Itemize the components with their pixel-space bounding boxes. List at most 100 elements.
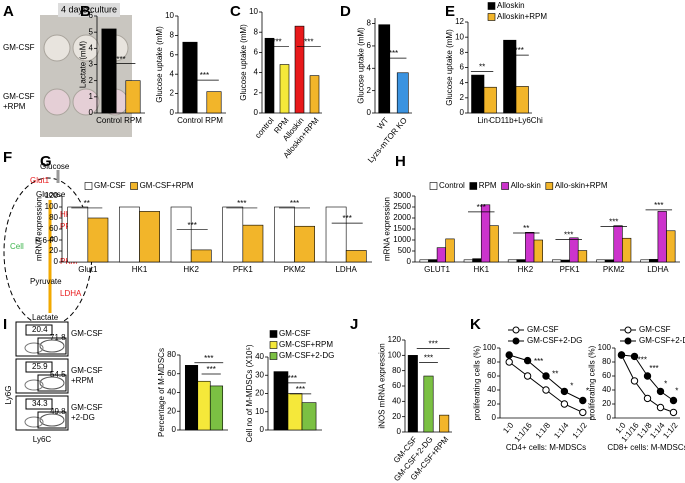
- legend-label: GM-CSF+2-DG: [279, 351, 334, 360]
- marker: [656, 403, 665, 412]
- bar: [209, 385, 224, 431]
- y-tick-label: 10: [165, 11, 174, 20]
- legend-label: GM-CSF: [639, 325, 671, 334]
- marker: [669, 408, 678, 417]
- y-tick-label: 4: [89, 43, 94, 52]
- bar: [472, 258, 482, 263]
- bar: [325, 206, 347, 263]
- x-tick-label: PKM2: [603, 265, 625, 274]
- x-tick-label: WT: [376, 116, 391, 131]
- y-tick-label: 500: [398, 246, 412, 255]
- significance: ***: [343, 214, 352, 223]
- flow-y-label: Ly6G: [4, 386, 13, 405]
- significance: ***: [204, 354, 213, 363]
- y-tick-label: 20: [392, 412, 401, 421]
- legend-label: Control: [439, 181, 465, 190]
- node: F-6-P: [35, 236, 55, 245]
- bar: [119, 206, 140, 263]
- flow-population: [24, 342, 44, 354]
- panel-letter: B: [80, 3, 91, 20]
- legend-swatch: [545, 182, 554, 190]
- legend-label: GM-CSF+RPM: [279, 340, 333, 349]
- legend-marker: [512, 337, 520, 345]
- y-tick-label: 10: [249, 7, 258, 16]
- y-tick-label: 100: [598, 343, 612, 352]
- legend-swatch: [84, 182, 93, 190]
- significance: **: [84, 199, 90, 208]
- marker: [617, 351, 626, 359]
- photo-row: +RPM: [3, 102, 26, 111]
- y-axis-label: Glucose uptake (mM): [239, 24, 248, 101]
- gate: [25, 398, 53, 410]
- legend-label: GM-CSF+2-DG: [639, 336, 685, 345]
- x-tick-label: PFK1: [233, 265, 254, 274]
- significance: ***: [288, 374, 297, 383]
- bar: [604, 259, 615, 263]
- bar: [552, 259, 562, 263]
- bar: [515, 86, 529, 114]
- y-axis-label: Percentage of M-MDSCs: [157, 348, 166, 437]
- bar: [463, 259, 473, 263]
- y-tick-label: 4: [170, 69, 175, 78]
- significance: ***: [304, 37, 313, 46]
- y-tick-label: 0: [407, 257, 412, 266]
- x-tick-label: RPM: [205, 116, 223, 125]
- flow-population: [39, 413, 65, 427]
- x-tick-label: LDHA: [647, 265, 669, 274]
- significance: ***: [609, 218, 618, 227]
- gate-value: 34.3: [32, 399, 48, 408]
- bar: [640, 259, 650, 263]
- y-tick-label: 8: [367, 19, 372, 28]
- legend-marker: [512, 326, 520, 334]
- marker: [505, 351, 513, 359]
- y-tick-label: 2: [89, 76, 94, 85]
- significance: ***: [296, 385, 305, 394]
- legend-swatch: [487, 13, 496, 21]
- marker: [523, 356, 532, 365]
- legend-swatch: [269, 330, 278, 338]
- bar: [345, 250, 367, 263]
- bar: [649, 259, 659, 263]
- significance: **: [479, 63, 485, 72]
- panel-letter: I: [3, 316, 7, 333]
- y-tick-label: 1: [89, 92, 94, 101]
- significance: *: [664, 380, 667, 389]
- y-tick-label: 80: [602, 357, 611, 366]
- y-tick-label: 10: [255, 407, 264, 416]
- flow-population: [39, 339, 65, 353]
- y-tick-label: 2: [254, 88, 259, 97]
- bar: [439, 414, 450, 433]
- panel-letter: D: [340, 3, 351, 20]
- legend-label: GM-CSF: [279, 329, 311, 338]
- significance: *: [675, 387, 678, 396]
- bar: [533, 239, 543, 263]
- y-tick-label: 6: [460, 63, 465, 72]
- bar: [419, 259, 429, 263]
- flow-label: +RPM: [71, 376, 94, 385]
- significance: ***: [207, 365, 216, 374]
- bar: [190, 249, 212, 263]
- marker: [505, 358, 513, 366]
- gate: [37, 411, 67, 429]
- y-tick-label: 80: [392, 366, 401, 375]
- marker: [630, 352, 639, 361]
- bar: [489, 225, 499, 263]
- x-tick-label: 1:1/4: [552, 420, 571, 440]
- y-tick-label: 6: [254, 48, 259, 57]
- photo-row: GM-CSF: [3, 43, 35, 52]
- significance: ***: [424, 354, 433, 363]
- significance: ***: [290, 199, 299, 208]
- legend-label: Allo-skin+RPM: [555, 181, 608, 190]
- y-tick-label: 2: [170, 89, 175, 98]
- y-tick-label: 3: [89, 60, 94, 69]
- bar: [560, 259, 570, 263]
- panel-letter: G: [40, 153, 52, 170]
- gate: [25, 324, 53, 336]
- significance: *: [570, 382, 573, 391]
- x-tick-label: Control: [177, 116, 203, 125]
- y-axis-label: proliferating cells (%): [587, 345, 596, 420]
- marker: [643, 394, 652, 403]
- significance: ***: [477, 203, 486, 212]
- bar: [423, 375, 434, 433]
- y-axis-label: mRNA expression: [34, 197, 43, 261]
